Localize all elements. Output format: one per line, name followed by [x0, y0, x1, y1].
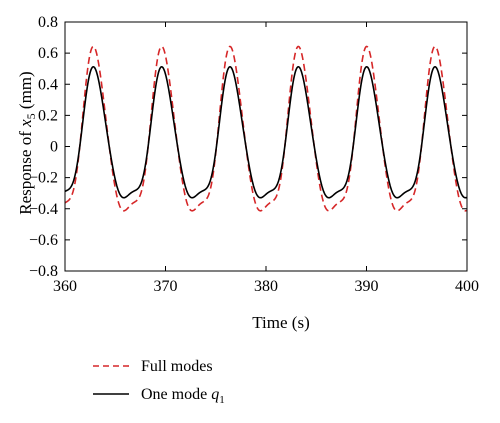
y-tick-label: 0.6 [38, 45, 58, 62]
y-tick-label: 0.4 [38, 76, 58, 93]
x-tick-label: 380 [254, 278, 278, 295]
series-line-one-mode [65, 65, 467, 199]
legend: Full modes One mode q1 [93, 358, 225, 406]
y-axis-label-suffix: (mm) [16, 71, 35, 113]
y-tick-label: 0.8 [38, 14, 58, 31]
y-tick-label: −0.4 [29, 201, 58, 218]
series-line-full-modes [65, 45, 467, 212]
y-axis-label-sub: 5 [24, 113, 38, 119]
axes-layer: 360 370 380 390 400 −0.8 −0.6 −0.4 −0.2 0 0.2 0.4 0.… [29, 14, 479, 295]
legend-label-one-mode-text: One mode [141, 386, 211, 403]
y-axis-label: Response of x5 (mm) [16, 71, 38, 214]
plot-layer [65, 45, 467, 212]
legend-label-full-modes: Full modes [141, 358, 213, 375]
legend-label-one-mode-sub: 1 [219, 394, 225, 406]
y-tick-label: −0.2 [29, 170, 58, 187]
x-tick-label: 400 [455, 278, 479, 295]
x-tick-label: 370 [154, 278, 178, 295]
plot-frame [64, 21, 468, 272]
y-axis-label-var: x [16, 119, 35, 128]
y-tick-label: −0.6 [29, 232, 58, 249]
y-tick-label: −0.8 [29, 263, 58, 280]
y-axis-label-prefix: Response of [16, 127, 35, 215]
x-axis-label: Time (s) [252, 313, 309, 332]
legend-label-one-mode-var: q [211, 386, 219, 403]
y-tick-label: 0 [50, 139, 58, 156]
legend-label-one-mode: One mode q1 [141, 386, 225, 406]
x-tick-label: 390 [355, 278, 379, 295]
y-tick-label: 0.2 [38, 107, 58, 124]
x-tick-label: 360 [53, 278, 77, 295]
